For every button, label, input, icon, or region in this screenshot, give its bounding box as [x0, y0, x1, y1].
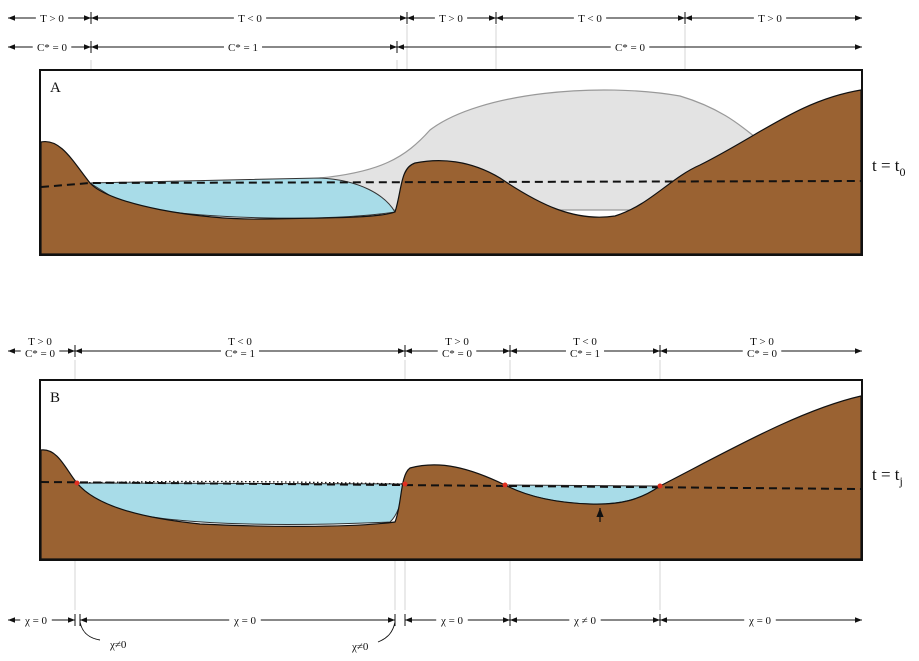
- zone-label: T > 0: [28, 336, 52, 348]
- zone-label: T < 0: [238, 13, 262, 25]
- time-text: t = t: [872, 465, 900, 484]
- chi-callout: χ≠0: [109, 639, 127, 651]
- panel-a: A t = t0: [40, 70, 906, 255]
- time-text: t = t: [872, 156, 900, 175]
- zone-label: T > 0: [40, 13, 64, 25]
- figure: A t = t0 B t = tj T > 0T < 0T > 0T < 0T …: [0, 0, 919, 656]
- zone-label: T > 0: [445, 336, 469, 348]
- time-label: t = tj: [872, 465, 903, 488]
- zone-label: T < 0: [573, 336, 597, 348]
- zone-label: χ ≠ 0: [573, 615, 596, 627]
- zone-label: C* = 0: [37, 42, 68, 54]
- panel-b: B t = tj: [40, 380, 903, 560]
- zone-label: χ = 0: [233, 615, 257, 627]
- zone-label: C* = 1: [228, 42, 258, 54]
- zone-label: C* = 0: [747, 348, 778, 360]
- zone-label: T > 0: [758, 13, 782, 25]
- chi-callout: χ≠0: [351, 641, 369, 653]
- zone-label: χ = 0: [748, 615, 772, 627]
- zone-label: T > 0: [439, 13, 463, 25]
- zone-label: T > 0: [750, 336, 774, 348]
- time-subscript: 0: [900, 165, 906, 179]
- zone-label: χ = 0: [24, 615, 48, 627]
- zone-label: C* = 1: [225, 348, 255, 360]
- zone-label: C* = 0: [442, 348, 473, 360]
- zone-label: χ = 0: [440, 615, 464, 627]
- panel-label: A: [50, 80, 61, 96]
- time-label: t = t0: [872, 156, 906, 179]
- zone-label: C* = 0: [25, 348, 56, 360]
- panel-label: B: [50, 390, 60, 406]
- zone-label: C* = 1: [570, 348, 600, 360]
- zone-label: T < 0: [578, 13, 602, 25]
- zone-label: T < 0: [228, 336, 252, 348]
- time-subscript: j: [899, 474, 903, 488]
- zone-label: C* = 0: [615, 42, 646, 54]
